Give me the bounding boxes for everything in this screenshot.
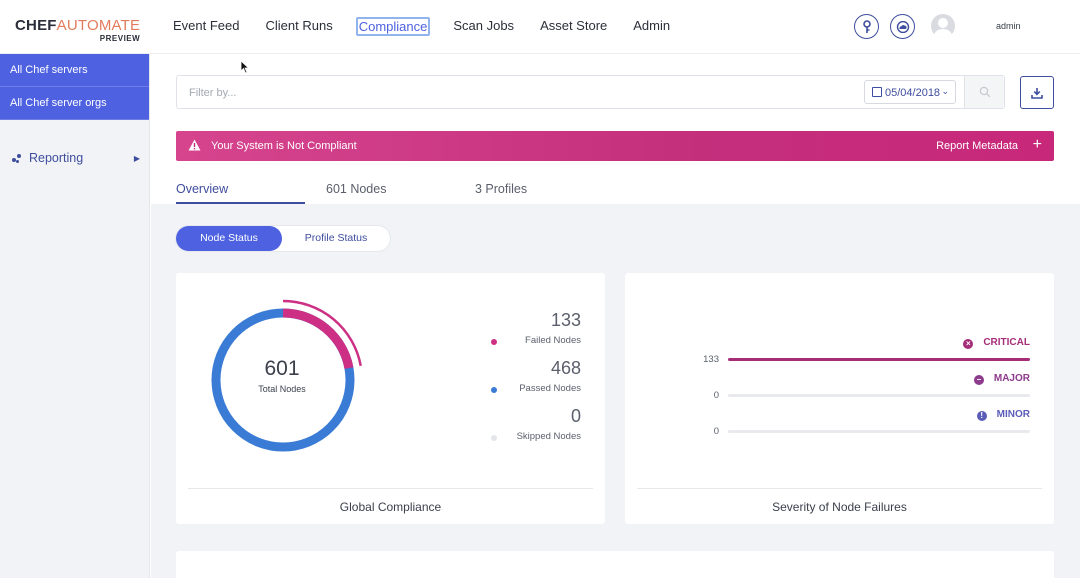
global-compliance-title: Global Compliance — [339, 500, 442, 514]
critical-label: CRITICAL — [983, 337, 1030, 348]
failed-nodes-stat: 133 Failed Nodes — [525, 310, 581, 346]
chevron-down-icon: ⌄ — [941, 86, 949, 96]
nav-client-runs[interactable]: Client Runs — [265, 18, 333, 33]
passed-nodes-stat: 468 Passed Nodes — [519, 358, 581, 394]
total-nodes-label: Total Nodes — [258, 384, 306, 394]
major-label: MAJOR — [993, 373, 1030, 384]
user-avatar[interactable] — [931, 14, 955, 38]
failed-outer-arc — [282, 299, 362, 367]
calendar-icon — [872, 87, 882, 97]
tab-overview[interactable]: Overview — [176, 182, 229, 196]
nav-scan-jobs[interactable]: Scan Jobs — [453, 18, 515, 33]
major-value: 0 — [713, 390, 719, 401]
logo-chef-text: CHEF — [15, 17, 57, 34]
minor-label: MINOR — [996, 409, 1030, 420]
major-bar-track — [728, 394, 1030, 397]
plus-icon[interactable]: + — [1032, 136, 1042, 153]
compliance-banner: Your System is Not Compliant Report Meta… — [176, 131, 1054, 161]
failed-ring — [211, 308, 355, 452]
total-nodes-count: 601 — [264, 357, 300, 380]
passed-nodes-label: Passed Nodes — [519, 383, 581, 394]
username-label[interactable]: admin — [996, 21, 1021, 31]
nav-admin[interactable]: Admin — [633, 18, 671, 33]
critical-bar-track — [728, 358, 1030, 361]
lower-panel — [176, 551, 1054, 578]
cloud-icon[interactable] — [890, 14, 915, 39]
filter-bar[interactable]: Filter by... 05/04/2018 ⌄ — [176, 75, 1005, 109]
minor-value: 0 — [713, 426, 719, 437]
critical-bar — [728, 358, 1030, 361]
search-button[interactable] — [964, 76, 1004, 108]
date-value: 05/04/2018 — [885, 87, 941, 99]
logo-preview-text: PREVIEW — [99, 34, 141, 43]
active-tab-indicator — [176, 202, 305, 204]
warning-icon — [188, 139, 201, 151]
sidebar: All Chef servers All Chef server orgs Re… — [0, 54, 150, 578]
sidebar-item-all-chef-server-orgs[interactable]: All Chef server orgs — [0, 87, 149, 120]
reporting-icon — [12, 153, 22, 163]
chevron-right-icon: ▶ — [133, 153, 140, 163]
profile-status-button[interactable]: Profile Status — [304, 232, 368, 244]
banner-message: Your System is Not Compliant — [211, 140, 357, 152]
minor-exclamation-icon: ! — [976, 411, 987, 421]
severity-title: Severity of Node Failures — [772, 500, 907, 514]
chef-automate-logo[interactable]: CHEFAUTOMATE PREVIEW — [15, 17, 141, 43]
main-nav: Event Feed Client Runs Compliance Scan J… — [170, 17, 693, 36]
node-status-button[interactable]: Node Status — [176, 226, 282, 251]
passed-nodes-count: 468 — [550, 358, 581, 378]
skipped-dot-icon — [491, 435, 497, 441]
report-metadata-link[interactable]: Report Metadata — [936, 140, 1018, 152]
top-navbar: CHEFAUTOMATE PREVIEW Event Feed Client R… — [0, 0, 1080, 54]
minor-bar-track — [728, 430, 1030, 433]
global-compliance-card: 601 Total Nodes 133 Failed Nodes 468 Pas… — [176, 273, 605, 524]
critical-x-icon: × — [963, 339, 974, 349]
skipped-nodes-label: Skipped Nodes — [516, 431, 581, 442]
nav-compliance[interactable]: Compliance — [355, 17, 431, 36]
reporting-label: Reporting — [29, 151, 84, 165]
search-icon — [979, 86, 990, 98]
filter-input-placeholder[interactable]: Filter by... — [189, 87, 237, 99]
tab-profiles[interactable]: 3 Profiles — [475, 182, 528, 196]
passed-dot-icon — [491, 387, 497, 393]
compliance-donut-chart — [211, 299, 362, 452]
sidebar-item-all-chef-servers[interactable]: All Chef servers — [0, 54, 149, 87]
tabs: Overview 601 Nodes 3 Profiles — [176, 182, 1054, 204]
nav-asset-store[interactable]: Asset Store — [540, 18, 608, 33]
logo-automate-text: AUTOMATE — [56, 17, 141, 34]
severity-card: × CRITICAL 133 − MAJOR 0 ! MINOR 0 Severity… — [625, 273, 1054, 524]
nav-event-feed[interactable]: Event Feed — [173, 18, 240, 33]
failed-dot-icon — [491, 339, 497, 345]
key-icon[interactable] — [854, 14, 879, 39]
skipped-nodes-count: 0 — [570, 406, 581, 426]
date-select[interactable]: 05/04/2018 ⌄ — [864, 80, 956, 104]
failed-nodes-label: Failed Nodes — [525, 335, 581, 346]
mouse-cursor-icon — [240, 60, 250, 74]
skipped-nodes-stat: 0 Skipped Nodes — [517, 406, 581, 442]
sidebar-item-reporting[interactable]: Reporting ▶ — [12, 151, 140, 165]
download-icon — [1031, 87, 1043, 99]
download-button[interactable] — [1020, 76, 1054, 109]
critical-value: 133 — [703, 354, 719, 365]
major-minus-icon: − — [973, 375, 984, 385]
status-toggle: Node Status Profile Status — [176, 226, 390, 251]
tab-nodes[interactable]: 601 Nodes — [326, 182, 387, 196]
failed-nodes-count: 133 — [550, 310, 581, 330]
